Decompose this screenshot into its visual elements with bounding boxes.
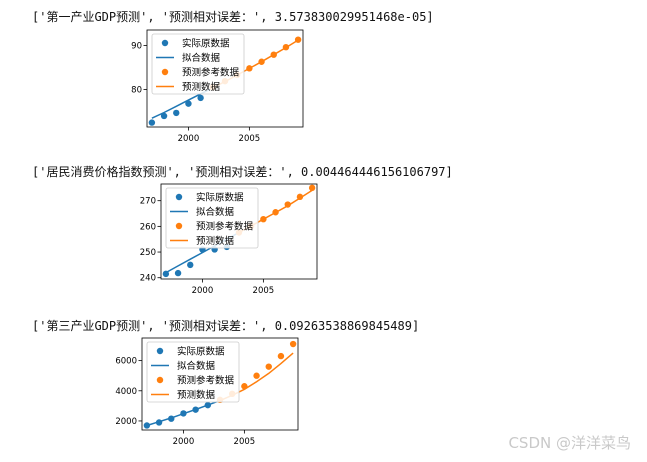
data-point [253,372,260,379]
data-point [197,94,204,102]
data-point [265,363,272,370]
legend-marker [156,347,164,355]
data-point [162,270,170,278]
legend-marker [161,68,169,76]
watermark: CSDN @洋洋菜鸟 [508,434,631,452]
data-point [270,51,277,58]
data-point [260,215,267,223]
data-point [296,193,304,201]
data-point [272,209,279,216]
y-tick-label: 2000 [115,417,137,427]
data-point [185,100,192,107]
data-point [160,112,168,120]
plot-frame [146,29,304,128]
data-point [168,415,175,422]
legend-label: 实际原数据 [182,38,230,50]
legend-marker [175,222,183,230]
plot-frame [141,337,299,431]
data-point [148,119,156,126]
legend-label: 预测数据 [196,235,235,247]
data-point [282,43,290,51]
legend-label: 实际原数据 [196,192,244,204]
legend-label: 预测参考数据 [182,67,240,79]
data-point [241,383,248,390]
data-point [192,406,199,413]
legend-marker [161,39,169,47]
data-point [246,65,253,72]
data-point [204,401,212,409]
data-point [155,419,163,426]
y-tick-label: 240 [140,274,156,284]
x-tick-label: 2005 [253,286,275,296]
data-point [308,184,316,192]
data-point [284,201,291,208]
legend-label: 拟合数据 [182,52,221,64]
y-tick-label: 90 [131,41,142,51]
data-point [187,261,194,269]
output-text-1: ['第一产业GDP预测', '预测相对误差：', 3.5738300299514… [32,10,434,24]
legend-marker [156,376,164,384]
x-tick-label: 2005 [234,437,256,447]
data-point [174,269,182,277]
data-point [173,109,180,117]
output-text-2: ['居民消费价格指数预测', '预测相对误差：', 0.004464446156… [32,165,453,179]
legend-label: 预测数据 [182,81,221,93]
legend-box [151,33,245,95]
legend-box [165,187,259,249]
y-tick-label: 250 [140,248,156,258]
legend-box [146,341,240,403]
legend-label: 实际原数据 [177,346,225,358]
legend-label: 预测数据 [177,389,216,401]
legend-label: 预测参考数据 [196,221,254,233]
output-text-3: ['第三产业GDP预测', '预测相对误差：', 0.0926353886984… [32,319,420,333]
y-tick-label: 270 [140,197,156,207]
legend-label: 拟合数据 [177,360,216,372]
data-point [143,422,151,429]
legend-label: 拟合数据 [196,206,235,218]
data-point [294,36,302,43]
plot-frame [160,183,318,280]
y-tick-label: 4000 [115,387,137,397]
data-point [289,340,297,348]
data-point [180,410,187,417]
y-tick-label: 80 [131,86,142,96]
x-tick-label: 2000 [192,286,214,296]
y-tick-label: 6000 [115,357,137,367]
data-point [277,352,285,360]
y-tick-label: 260 [140,222,156,232]
x-tick-label: 2000 [173,437,195,447]
x-tick-label: 2005 [239,134,261,144]
legend-marker [175,193,183,201]
data-point [258,58,265,65]
legend-label: 预测参考数据 [177,375,235,387]
x-tick-label: 2000 [178,134,200,144]
